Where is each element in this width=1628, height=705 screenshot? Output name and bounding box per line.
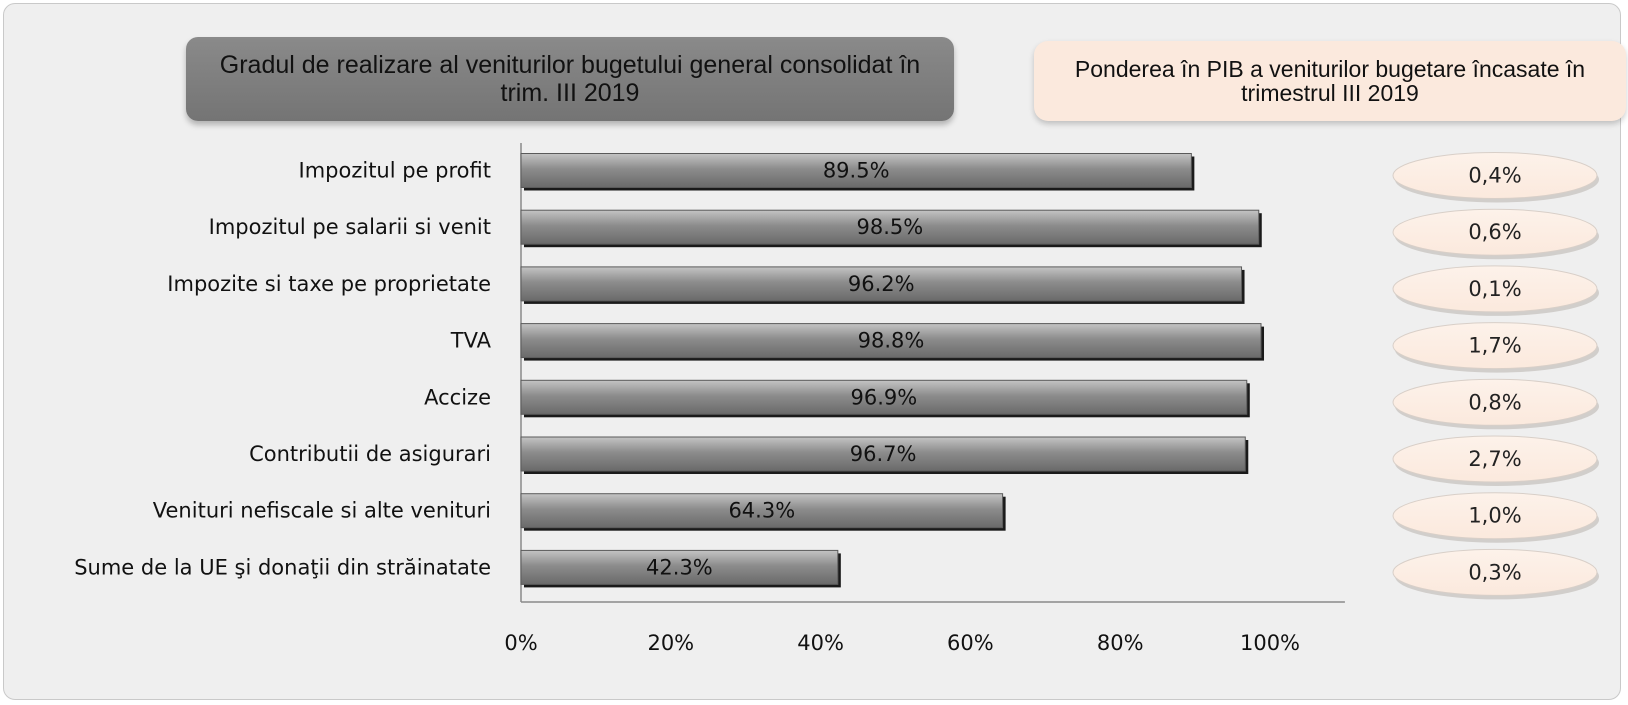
pib-value-label: 1,0% xyxy=(1468,504,1521,528)
bar xyxy=(520,379,1248,415)
pib-ellipse xyxy=(1392,322,1598,370)
category-label: TVA xyxy=(450,329,492,353)
pib-value-label: 0,8% xyxy=(1468,390,1521,414)
pib-value-label: 0,1% xyxy=(1468,277,1521,301)
pib-value-label: 0,6% xyxy=(1468,220,1521,244)
pib-value-label: 0,4% xyxy=(1468,164,1521,188)
category-label: Accize xyxy=(424,385,491,409)
category-label: Sume de la UE şi donaţii din străinatate xyxy=(74,555,491,579)
pib-value-label: 2,7% xyxy=(1468,447,1521,471)
pib-ellipse xyxy=(1392,152,1598,199)
bar-value-label: 96.9% xyxy=(851,385,918,409)
bar-value-label: 42.3% xyxy=(646,555,713,579)
pib-ellipse xyxy=(1392,378,1598,426)
x-tick-label: 40% xyxy=(797,631,844,655)
pib-ellipse xyxy=(1392,208,1598,256)
pib-value-label: 1,7% xyxy=(1468,334,1521,358)
category-label: Contributii de asigurari xyxy=(249,442,491,466)
bar xyxy=(520,323,1262,359)
bar xyxy=(520,549,839,585)
x-tick-label: 60% xyxy=(947,631,994,655)
bar xyxy=(520,493,1004,529)
pib-value-label: 0,3% xyxy=(1468,560,1521,584)
pib-ellipse xyxy=(1392,548,1598,596)
pib-panel-title: Ponderea în PIB a veniturilor bugetare î… xyxy=(1034,41,1626,121)
bar-value-label: 64.3% xyxy=(728,499,795,523)
bar-value-label: 96.7% xyxy=(850,442,917,466)
category-label: Impozitul pe salarii si venit xyxy=(209,215,491,239)
x-tick-label: 20% xyxy=(647,631,694,655)
x-tick-label: 80% xyxy=(1097,631,1144,655)
x-tick-label: 0% xyxy=(504,631,537,655)
bar-value-label: 89.5% xyxy=(823,159,890,183)
bar-value-label: 96.2% xyxy=(848,272,915,296)
category-label: Impozitul pe profit xyxy=(299,159,491,183)
pib-ellipse xyxy=(1392,435,1598,483)
pib-ellipse xyxy=(1392,492,1598,540)
bar xyxy=(520,209,1260,245)
pib-ellipse xyxy=(1392,265,1598,313)
bar xyxy=(520,436,1246,472)
category-label: Venituri nefiscale si alte venituri xyxy=(153,499,491,523)
category-label: Impozite si taxe pe proprietate xyxy=(167,272,491,296)
chart-title: Gradul de realizare al veniturilor buget… xyxy=(186,37,954,121)
bar-value-label: 98.5% xyxy=(857,215,924,239)
bar xyxy=(520,153,1192,188)
bar-value-label: 98.8% xyxy=(858,329,925,353)
bar xyxy=(520,266,1243,302)
x-tick-label: 100% xyxy=(1240,631,1300,655)
